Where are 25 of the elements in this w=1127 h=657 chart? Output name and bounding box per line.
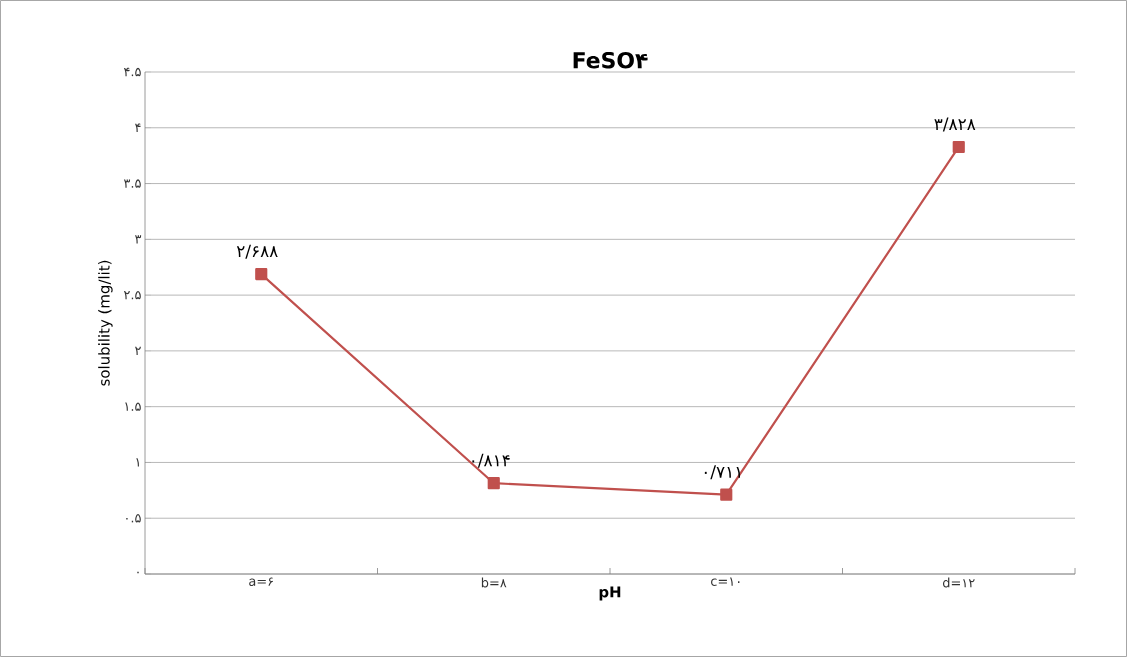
y-tick-label: ۱	[136, 458, 139, 467]
y-tick-label: ۲	[135, 346, 141, 355]
y-tick-label: ۴	[135, 123, 141, 132]
x-tick-label: b=۸	[481, 577, 507, 588]
y-tick-label: ۴.۵	[123, 67, 141, 77]
y-tick-label: ۳.۵	[123, 179, 141, 188]
point	[255, 268, 268, 281]
data-label: ۳/۸۲۸	[934, 117, 976, 132]
x-tick-label: c=۱۰	[711, 577, 740, 586]
point	[487, 477, 500, 490]
y-axis-title: solubility (mg/lit)	[98, 260, 113, 386]
data-label: ۰/۸۱۴	[472, 453, 510, 468]
data-label: ۲/۶۸۸	[236, 244, 278, 259]
x-tick-label: a=۶	[249, 577, 273, 586]
y-tick-label: ۰.۵	[126, 514, 141, 523]
chart-title: FeSO۴	[573, 51, 648, 69]
y-tick-label: ۲.۵	[123, 290, 141, 300]
y-tick-label: ۳	[135, 235, 142, 244]
point	[720, 488, 733, 501]
data-label: ۰/۷۱۱	[704, 465, 741, 480]
point	[952, 140, 965, 154]
y-tick-label: ۱.۵	[125, 402, 141, 411]
x-axis-title: pH	[599, 586, 621, 601]
y-tick-label: ۰	[137, 571, 139, 574]
x-tick-label: d=۱۲	[942, 577, 975, 588]
